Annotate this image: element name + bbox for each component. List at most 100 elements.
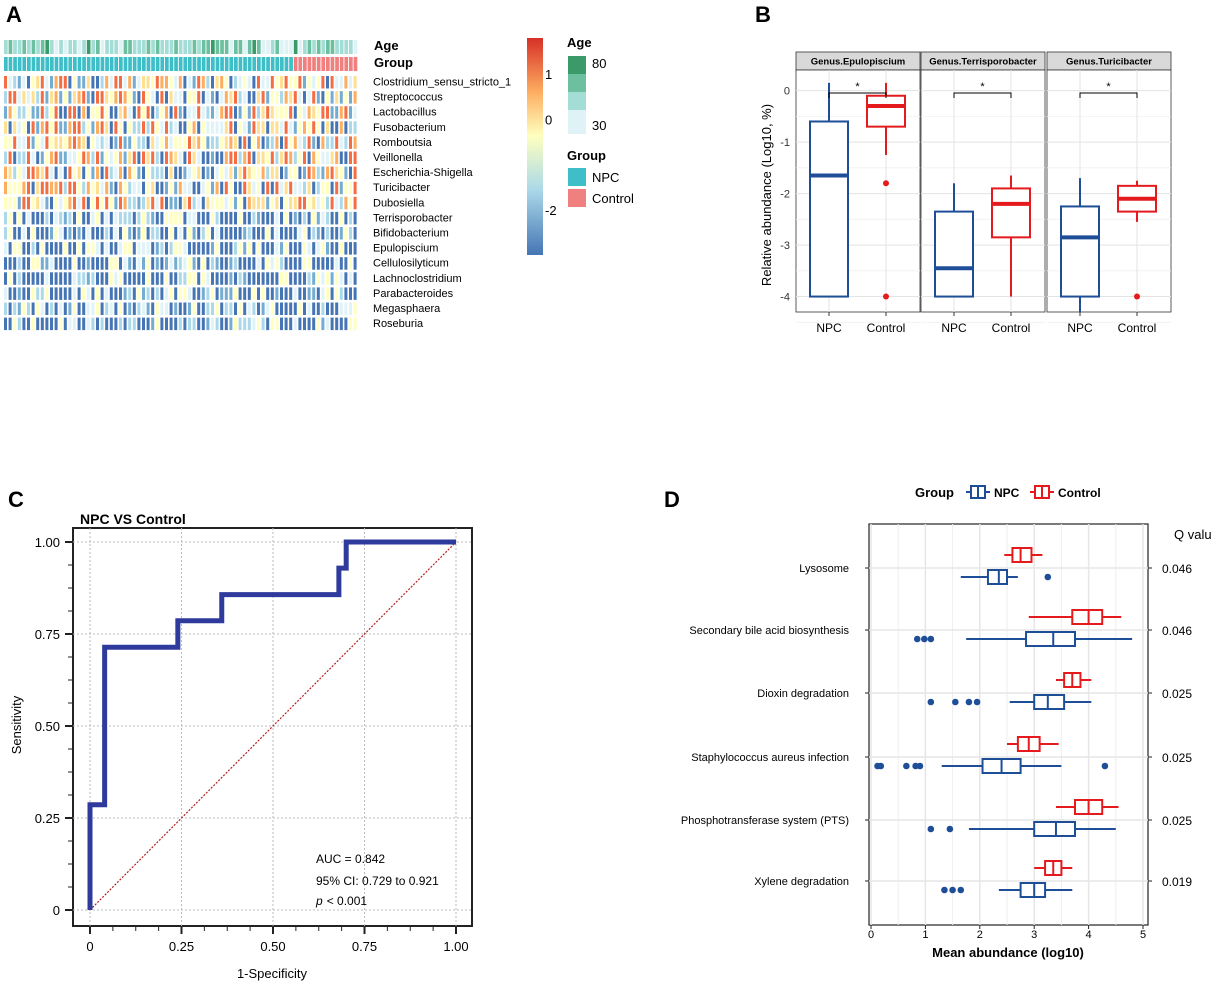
heatmap-cell <box>119 302 122 315</box>
heatmap-cell <box>229 136 233 149</box>
heatmap-cell <box>77 317 81 331</box>
heatmap-cell <box>123 302 127 315</box>
heatmap-cell <box>353 227 357 240</box>
heatmap-cell <box>169 317 173 331</box>
age-annotation-cell <box>280 40 284 54</box>
heatmap-cell <box>4 136 7 149</box>
d-box-outlier <box>946 825 954 833</box>
heatmap-cell <box>114 227 118 240</box>
heatmap-cell <box>160 242 164 255</box>
heatmap-cell <box>146 121 150 134</box>
heatmap-cell <box>109 106 113 119</box>
heatmap-cell <box>192 257 196 270</box>
group-annotation-cell <box>224 57 229 71</box>
heatmap-cell <box>105 91 109 104</box>
heatmap-cell <box>128 181 132 195</box>
heatmap-cell <box>151 317 155 331</box>
heatmap-cell <box>211 272 214 285</box>
heatmap-cell <box>303 257 306 270</box>
group-annotation-cell <box>169 57 174 71</box>
heatmap-cell <box>247 242 251 255</box>
annotation-row-group: Group <box>374 55 413 70</box>
heatmap-cell <box>280 166 283 180</box>
age-annotation-cell <box>339 40 344 54</box>
heatmap-cell <box>224 166 228 180</box>
heatmap-cell <box>270 272 274 285</box>
heatmap-cell <box>206 181 210 195</box>
heatmap-cell <box>142 151 145 164</box>
heatmap-cell <box>73 227 76 240</box>
heatmap-cell <box>312 211 316 225</box>
heatmap-cell <box>91 302 95 315</box>
heatmap-cell <box>13 196 17 210</box>
group-annotation-cell <box>132 57 137 71</box>
heatmap-cell <box>330 242 334 255</box>
group-annotation-cell <box>298 57 303 71</box>
heatmap-cell <box>36 121 40 134</box>
heatmap-cell <box>275 227 279 240</box>
heatmap-cell <box>312 166 316 180</box>
heatmap-cell <box>330 227 334 240</box>
heatmap-cell <box>321 136 325 149</box>
heatmap-cell <box>13 76 17 89</box>
age-annotation-cell <box>344 40 349 54</box>
heatmap-cell <box>280 121 283 134</box>
roc-reference-line <box>89 541 457 911</box>
heatmap-cell <box>96 121 99 134</box>
heatmap-cell <box>183 196 187 210</box>
age-annotation-cell <box>211 40 215 54</box>
heatmap-cell <box>316 121 320 134</box>
heatmap-cell <box>298 136 302 149</box>
heatmap-cell <box>243 242 247 255</box>
heatmap-cell <box>22 287 26 300</box>
heatmap-cell <box>257 181 260 195</box>
heatmap-cell <box>151 76 155 89</box>
heatmap-cell <box>201 272 205 285</box>
heatmap-cell <box>206 302 210 315</box>
age-annotation-cell <box>8 40 13 54</box>
heatmap-cell <box>344 257 348 270</box>
heatmap-cell <box>45 121 49 134</box>
heatmap-cell <box>155 166 159 180</box>
heatmap-cell <box>128 257 132 270</box>
heatmap-cell <box>270 196 274 210</box>
heatmap-cell <box>119 91 122 104</box>
heatmap-cell <box>257 272 260 285</box>
heatmap-cell <box>349 121 352 134</box>
heatmap-cell <box>63 181 67 195</box>
heatmap-cell <box>68 106 72 119</box>
heatmap-cell <box>59 181 63 195</box>
heatmap-cell <box>105 76 109 89</box>
d-box-outlier <box>913 635 921 643</box>
heatmap-cell <box>261 211 265 225</box>
heatmap-cell <box>4 317 7 331</box>
heatmap-cell <box>169 91 173 104</box>
heatmap-cell <box>137 136 141 149</box>
heatmap-cell <box>289 136 293 149</box>
panel-d-x-tick-label: 0 <box>868 929 874 941</box>
heatmap-cell <box>330 196 334 210</box>
q-value: 0.025 <box>1162 687 1192 701</box>
heatmap-cell <box>339 227 343 240</box>
heatmap-cell <box>192 302 196 315</box>
heatmap-cell <box>109 211 113 225</box>
heatmap-cell <box>335 257 339 270</box>
d-box-body <box>1011 547 1033 563</box>
age-annotation-cell <box>54 40 59 54</box>
age-annotation-cell <box>86 40 91 54</box>
heatmap-cell <box>234 121 237 134</box>
heatmap-cell <box>73 136 76 149</box>
heatmap-cell <box>13 257 17 270</box>
heatmap-cell <box>247 76 251 89</box>
heatmap-color-ticks: 10-2 <box>545 67 557 218</box>
heatmap-cell <box>96 227 99 240</box>
heatmap-cell <box>151 166 155 180</box>
heatmap-cell <box>17 196 21 210</box>
heatmap-cell <box>77 181 81 195</box>
heatmap-cell <box>91 136 95 149</box>
heatmap-cell <box>247 317 251 331</box>
heatmap-cell <box>82 106 86 119</box>
heatmap-cell <box>293 76 297 89</box>
panel-b-y-tick: -2 <box>780 189 790 201</box>
heatmap-cell <box>275 166 279 180</box>
